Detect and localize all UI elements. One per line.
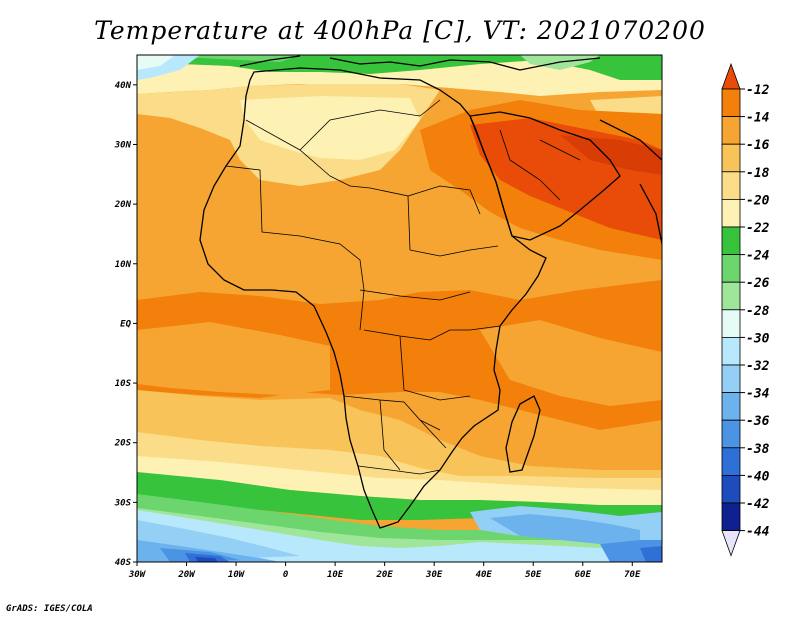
colorbar-swatch [721, 143, 741, 173]
south-asia-coastline [599, 119, 662, 245]
lon-tick-label: 70E [624, 570, 641, 580]
colorbar-label: -38 [746, 442, 770, 457]
colorbar-swatch [721, 88, 741, 118]
lon-tick-label: 40E [476, 570, 493, 580]
longitude-axis: 30W 20W 10W 0 10E 20E 30E 40E 50E 60E 70E [128, 562, 641, 580]
colorbar-label: -34 [746, 387, 770, 402]
lat-tick-label: 30N [114, 140, 132, 150]
colorbar-swatch [721, 392, 741, 421]
colorbar-label: -18 [746, 166, 770, 181]
colorbar-swatch [721, 226, 741, 256]
lon-tick-label: 30E [425, 570, 443, 580]
colorbar-swatch [721, 281, 741, 311]
lat-tick-label: 10N [115, 260, 132, 270]
colorbar-label: -26 [746, 276, 770, 291]
colorbar-label: -12 [746, 83, 770, 98]
lat-tick-label: 20S [114, 439, 132, 449]
madagascar-coastline [505, 395, 541, 473]
lat-tick-label: EQ [120, 319, 131, 329]
map-frame [136, 54, 663, 563]
colorbar-label: -30 [746, 331, 770, 346]
colorbar: -12 -14 -16 -18 -20 -22 -24 -26 -28 -30 -32 -34 -36 -… [721, 62, 770, 557]
arabia-coastline [469, 111, 621, 241]
lon-tick-label: 10W [228, 570, 246, 580]
colorbar-swatch [721, 474, 741, 504]
colorbar-label: -44 [746, 525, 770, 540]
latitude-axis: 40N 30N 20N 10N EQ 10S 20S 30S 40S [114, 81, 137, 568]
colorbar-top-arrow [721, 62, 741, 90]
colorbar-label: -14 [746, 111, 770, 126]
colorbar-swatch [721, 309, 741, 338]
lon-tick-label: 20E [376, 570, 394, 580]
colorbar-swatch [721, 254, 741, 283]
lon-tick-label: 0 [283, 570, 289, 580]
colorbar-bottom-arrow [721, 530, 741, 557]
colorbar-swatch [721, 364, 741, 394]
lat-tick-label: 40S [115, 558, 132, 568]
colorbar-label: -28 [746, 304, 770, 319]
temperature-field [137, 55, 662, 562]
lon-tick-label: 30W [128, 570, 147, 580]
colorbar-swatch [721, 502, 741, 532]
coastlines [199, 55, 662, 529]
lon-tick-label: 20W [177, 570, 196, 580]
europe-coastline [239, 55, 601, 71]
colorbar-label: -42 [746, 497, 770, 512]
map-title: Temperature at 400hPa [C], VT: 202107020… [94, 16, 706, 45]
lat-tick-label: 10S [115, 379, 132, 389]
lon-tick-label: 10E [327, 570, 344, 580]
colorbar-swatch [721, 419, 741, 449]
colorbar-label: -36 [746, 414, 770, 429]
colorbar-swatch [721, 447, 741, 476]
colorbar-swatch [721, 198, 741, 228]
lat-tick-label: 20N [114, 200, 132, 210]
colorbar-label: -20 [746, 193, 770, 208]
colorbar-swatch [721, 116, 741, 145]
colorbar-label: -22 [746, 221, 770, 236]
lon-tick-label: 50E [525, 570, 542, 580]
colorbar-label: -32 [746, 359, 770, 374]
lat-tick-label: 30S [114, 498, 132, 508]
country-borders [225, 99, 581, 475]
lat-tick-label: 40N [115, 81, 132, 91]
colorbar-swatch [721, 336, 741, 366]
colorbar-swatch [721, 171, 741, 200]
lon-tick-label: 60E [575, 570, 592, 580]
colorbar-label: -24 [746, 249, 770, 264]
colorbar-label: -40 [746, 469, 770, 484]
credit-label: GrADS: IGES/COLA [6, 604, 93, 614]
colorbar-label: -16 [746, 138, 770, 153]
